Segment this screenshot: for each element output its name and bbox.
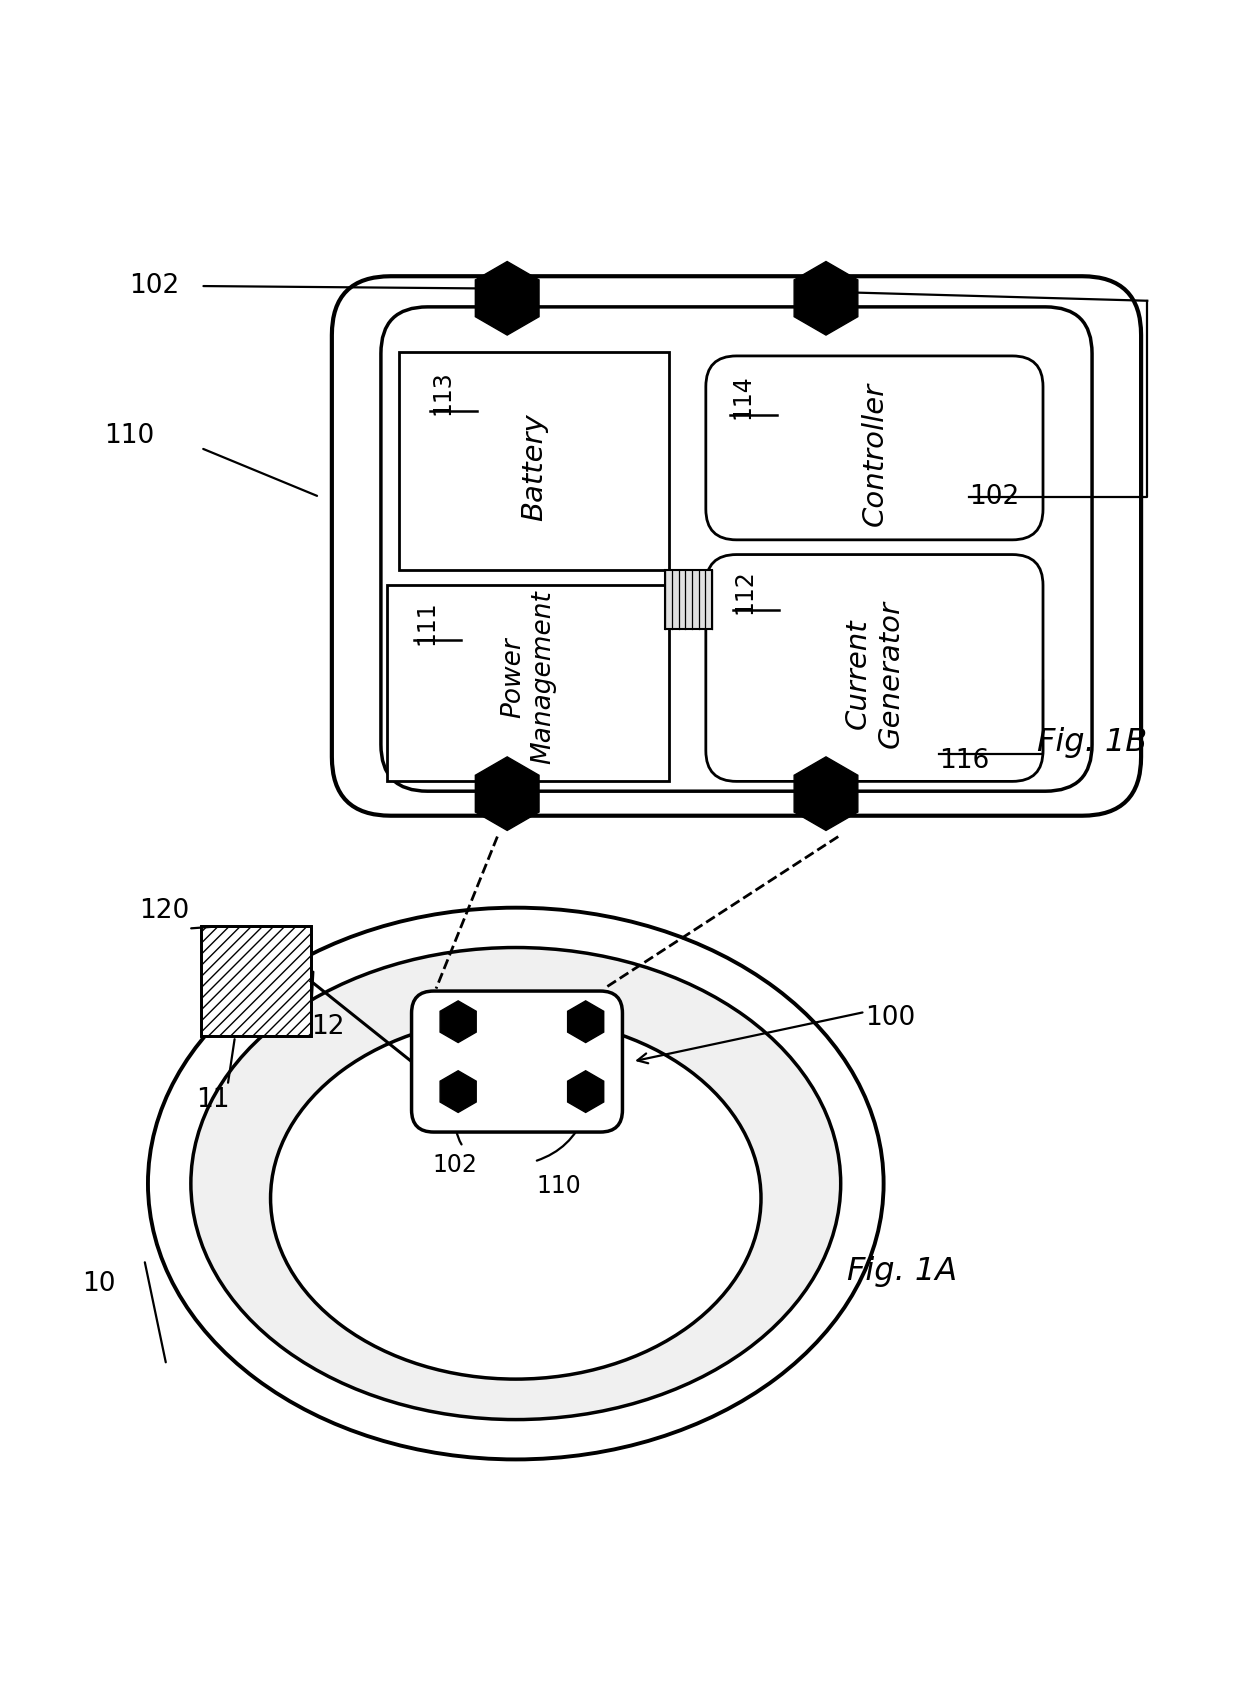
Text: Fig. 1B: Fig. 1B <box>1037 726 1147 757</box>
Text: 111: 111 <box>414 600 438 644</box>
Text: Battery: Battery <box>520 414 548 522</box>
Text: 114: 114 <box>730 375 754 419</box>
Polygon shape <box>475 757 539 830</box>
Polygon shape <box>794 757 858 830</box>
Text: 10: 10 <box>82 1272 115 1298</box>
Bar <box>387 585 670 781</box>
Text: 116: 116 <box>939 747 990 774</box>
FancyBboxPatch shape <box>706 356 1043 540</box>
Polygon shape <box>794 261 858 336</box>
Polygon shape <box>568 1071 604 1112</box>
FancyBboxPatch shape <box>412 991 622 1132</box>
Bar <box>201 926 311 1037</box>
Text: Fig. 1A: Fig. 1A <box>847 1257 957 1287</box>
Text: 112: 112 <box>733 569 756 614</box>
Text: 110: 110 <box>537 1175 582 1199</box>
Polygon shape <box>440 1001 476 1042</box>
FancyBboxPatch shape <box>332 276 1141 815</box>
Text: 113: 113 <box>430 370 454 416</box>
Text: 102: 102 <box>432 1153 477 1176</box>
Text: 110: 110 <box>104 423 155 448</box>
Ellipse shape <box>148 907 884 1459</box>
FancyBboxPatch shape <box>381 307 1092 791</box>
Ellipse shape <box>191 948 841 1420</box>
Text: Current
Generator: Current Generator <box>844 600 905 748</box>
Polygon shape <box>568 1001 604 1042</box>
Text: 11: 11 <box>196 1088 229 1113</box>
Text: 120: 120 <box>139 899 188 924</box>
Polygon shape <box>475 261 539 336</box>
Text: Power
Management: Power Management <box>500 590 556 764</box>
Text: 102: 102 <box>970 484 1019 510</box>
Text: 100: 100 <box>866 1004 915 1032</box>
Text: Controller: Controller <box>861 382 888 527</box>
Bar <box>399 353 670 571</box>
FancyBboxPatch shape <box>706 554 1043 781</box>
Text: 102: 102 <box>129 273 180 298</box>
Polygon shape <box>440 1071 476 1112</box>
Ellipse shape <box>270 1018 761 1379</box>
Bar <box>666 571 712 629</box>
Bar <box>201 926 311 1037</box>
Text: 12: 12 <box>311 1013 345 1040</box>
